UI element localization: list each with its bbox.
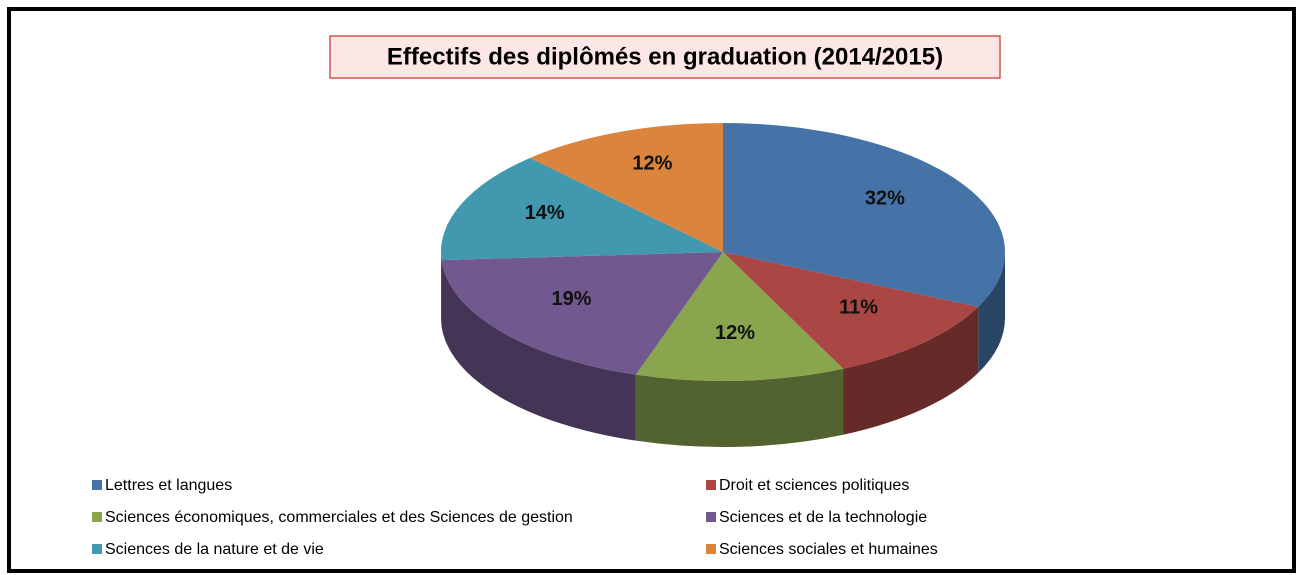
title-box [329,35,1001,79]
legend-swatch [706,544,716,554]
legend-label: Sciences de la nature et de vie [105,541,324,558]
pie-wall [635,368,844,447]
pie-wall [441,252,442,327]
data-label: 14% [525,202,565,224]
legend-swatch [92,480,102,490]
data-label: 32% [865,187,905,209]
pie-slice [723,123,1006,307]
pie-wall [978,252,1005,373]
chart-title: Effectifs des diplômés en graduation (20… [387,43,943,70]
pie-wall [843,306,979,435]
legend-swatch [92,544,102,554]
data-label: 19% [551,288,591,310]
data-label: 12% [632,153,672,175]
pie-slice [723,252,979,369]
legend-label: Droit et sciences politiques [719,477,909,494]
legend-label: Sciences économiques, commerciales et de… [105,509,573,526]
data-label: 11% [839,296,878,318]
legend-label: Sciences sociales et humaines [719,541,938,558]
legend-label: Sciences et de la technologie [719,509,927,526]
legend-swatch [706,480,716,490]
pie-slice [441,157,723,261]
pie-slice [529,123,723,252]
legend-swatch [706,512,716,522]
pie-slice [635,252,844,381]
legend-label: Lettres et langues [105,477,232,494]
pie-wall [441,260,636,441]
legend-swatch [92,512,102,522]
data-label: 12% [715,322,755,344]
pie-slice [441,252,723,375]
